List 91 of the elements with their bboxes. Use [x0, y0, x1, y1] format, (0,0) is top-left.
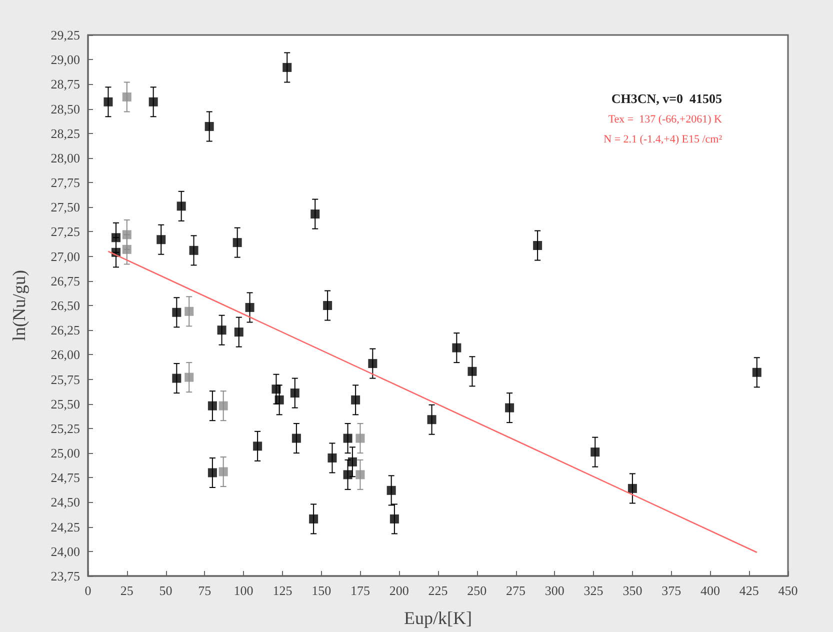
point	[368, 359, 378, 368]
point	[218, 401, 228, 410]
y-tick-label: 24,00	[50, 544, 80, 559]
x-tick-label: 25	[120, 583, 134, 598]
point	[590, 448, 600, 457]
y-tick-label: 28,25	[50, 126, 80, 141]
point	[184, 306, 194, 316]
x-tick-label: 100	[234, 583, 254, 598]
y-tick-label: 27,75	[50, 175, 80, 190]
y-tick-label: 26,75	[50, 273, 80, 288]
y-tick-label: 28,75	[50, 76, 80, 92]
x-tick-label: 175	[350, 583, 370, 598]
point	[245, 302, 254, 312]
x-tick-label: 275	[506, 583, 526, 598]
y-tick-label: 29,00	[50, 52, 80, 68]
point	[309, 514, 318, 524]
x-tick-label: 0	[84, 583, 92, 598]
point	[351, 395, 360, 404]
point	[184, 372, 194, 382]
x-tick-label: 75	[198, 583, 212, 598]
point	[122, 92, 132, 102]
point	[189, 246, 198, 255]
point	[452, 343, 462, 352]
point	[356, 434, 365, 443]
point	[204, 122, 214, 131]
point	[752, 368, 762, 377]
x-tick-label: 350	[622, 583, 642, 598]
point	[176, 202, 186, 211]
y-tick-label: 24,25	[50, 519, 80, 534]
point	[253, 442, 262, 451]
annotation: N = 2.1 (-1.4,+4) E15 /cm²	[604, 134, 723, 146]
y-tick-label: 25,75	[50, 372, 80, 387]
point	[172, 308, 182, 317]
point	[104, 97, 113, 106]
point	[156, 235, 166, 244]
x-tick-label: 375	[662, 583, 682, 598]
x-tick-label: 50	[159, 583, 172, 598]
point	[217, 326, 226, 335]
x-tick-label: 250	[467, 583, 487, 598]
point	[232, 238, 242, 248]
x-tick-label: 225	[428, 583, 448, 598]
y-tick-label: 27,25	[50, 224, 80, 240]
x-tick-label: 125	[272, 583, 292, 598]
x-tick-label: 300	[544, 583, 564, 598]
x-axis-title: Eup/k[K]	[404, 608, 472, 628]
y-tick-label: 25,00	[50, 446, 80, 461]
y-tick-label: 27,50	[50, 200, 80, 215]
point	[328, 453, 337, 462]
point	[292, 434, 301, 443]
x-tick-label: 400	[700, 583, 720, 598]
point	[468, 366, 477, 376]
y-tick-label: 25,25	[50, 420, 80, 436]
point	[356, 470, 365, 480]
x-tick-label: 200	[389, 583, 409, 598]
x-tick-label: 425	[739, 583, 759, 598]
point	[505, 403, 514, 412]
point	[290, 388, 300, 398]
point	[427, 415, 436, 424]
y-tick-label: 26,00	[50, 347, 80, 362]
y-tick-label: 23,75	[50, 568, 80, 584]
y-tick-label: 24,50	[50, 494, 80, 510]
point	[323, 301, 332, 310]
point	[628, 484, 637, 493]
point	[348, 457, 357, 466]
point	[234, 328, 244, 337]
point	[343, 434, 352, 443]
point	[208, 401, 217, 410]
point	[533, 241, 542, 250]
y-tick-label: 28,00	[50, 150, 80, 166]
y-axis-title: ln(Nu/gu)	[9, 270, 29, 341]
y-tick-label: 29,25	[50, 28, 80, 42]
y-tick-label: 24,75	[50, 470, 80, 486]
point	[282, 62, 292, 72]
annotation: Tex = 137 (-66,+2061) K	[608, 114, 722, 126]
y-tick-label: 26,25	[50, 322, 80, 338]
point	[386, 486, 396, 495]
point	[343, 470, 352, 480]
x-tick-label: 150	[312, 583, 332, 598]
x-tick-label: 450	[778, 583, 798, 598]
point	[172, 374, 182, 383]
annotation: CH3CN, v=0 41505	[611, 91, 722, 106]
point	[310, 210, 320, 219]
y-tick-label: 28,50	[50, 101, 80, 116]
point	[148, 97, 158, 106]
y-tick-label: 27,00	[50, 248, 80, 264]
point	[208, 468, 217, 478]
x-tick-label: 325	[584, 583, 604, 598]
y-tick-label: 26,50	[50, 298, 80, 313]
point	[390, 514, 399, 524]
y-tick-label: 25,50	[50, 396, 80, 412]
point	[218, 467, 228, 476]
